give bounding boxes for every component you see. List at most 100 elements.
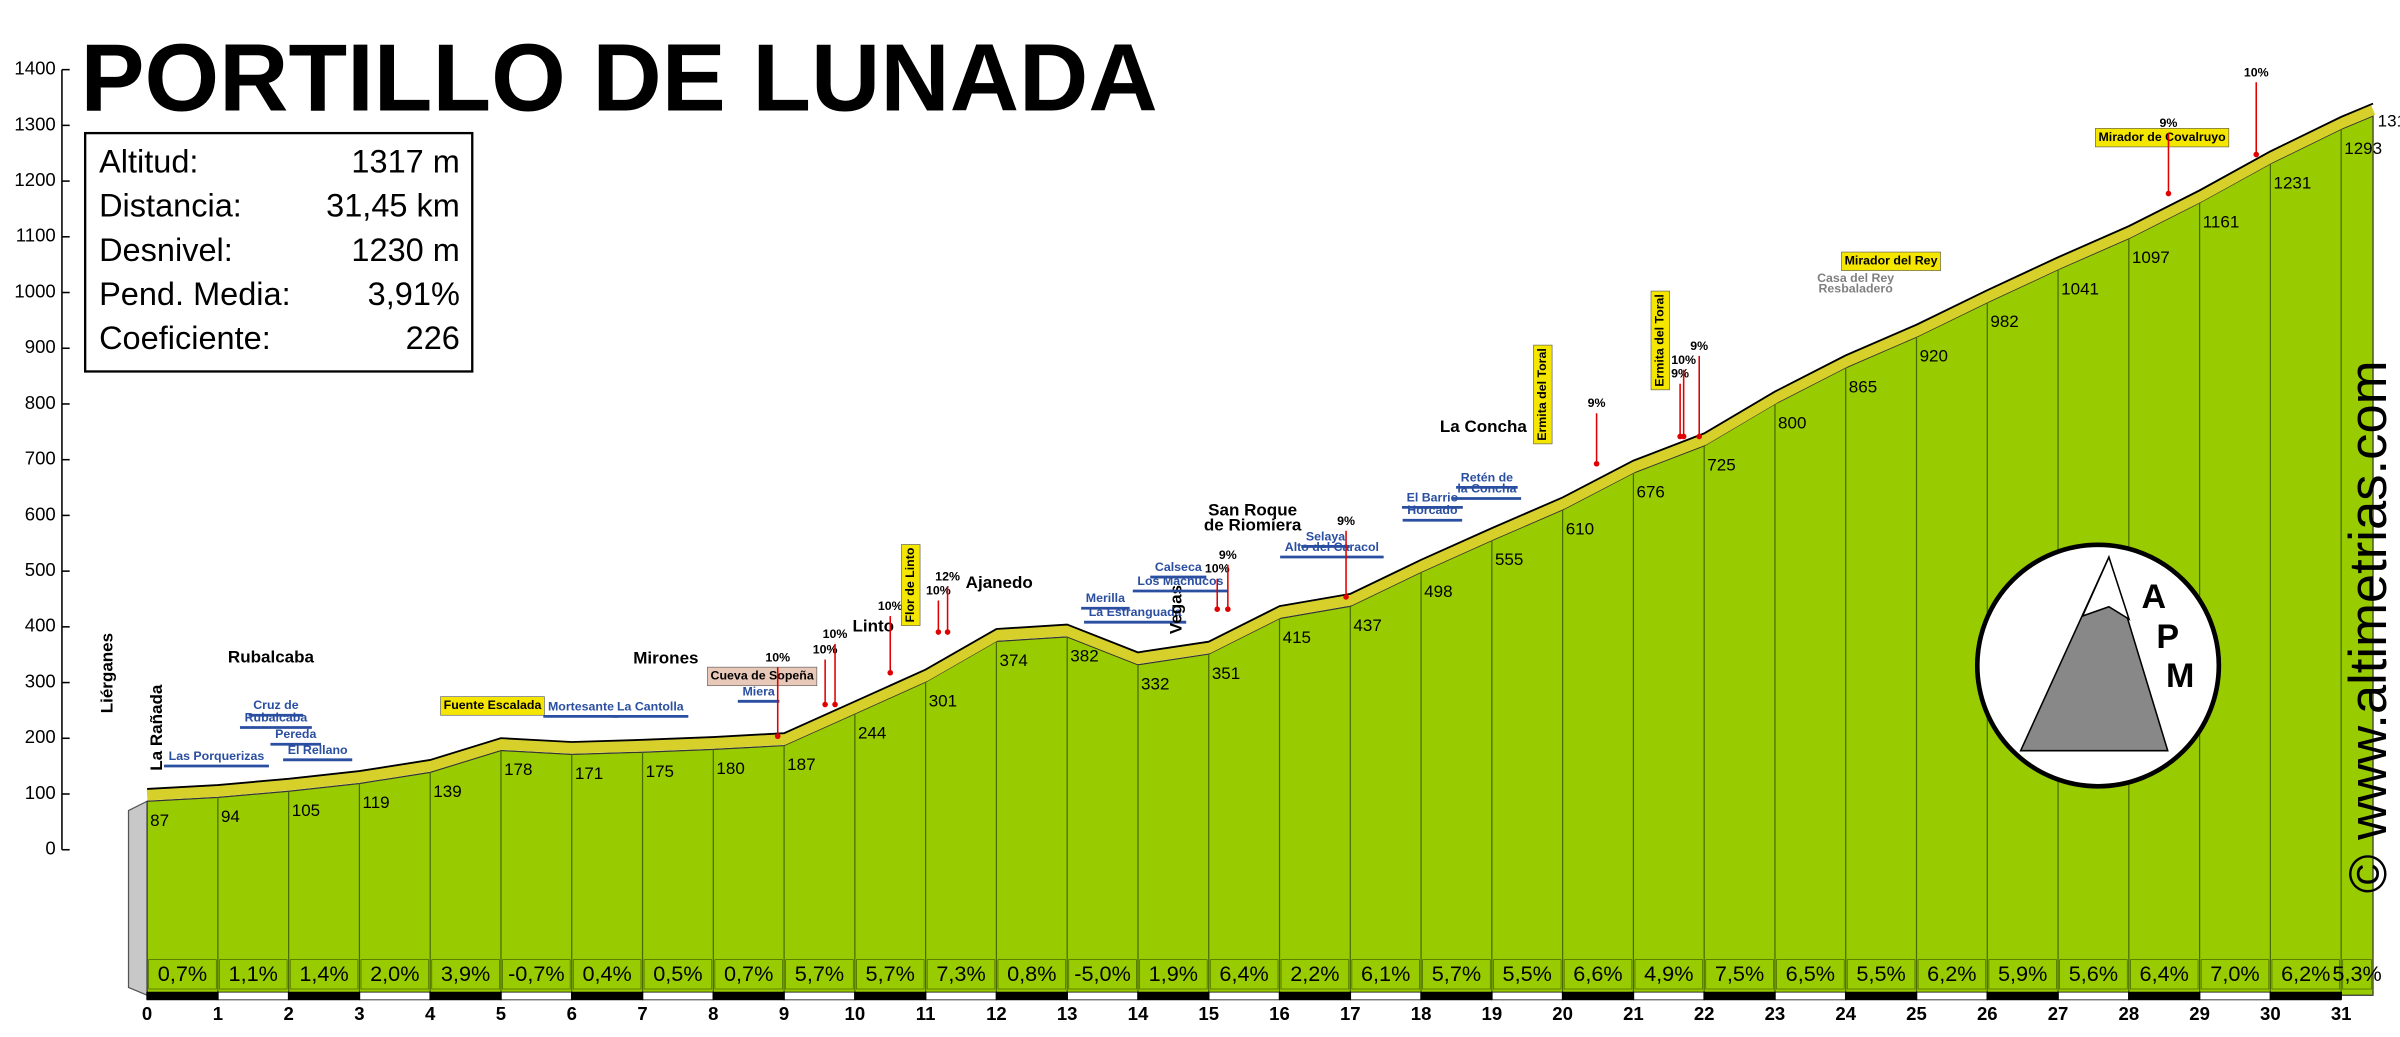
- gradient-box: [219, 959, 288, 990]
- gradient-box: [1351, 959, 1420, 990]
- y-tick-label: 1000: [14, 280, 55, 301]
- km-bar: [854, 991, 927, 1001]
- x-tick-label: 6: [567, 1003, 577, 1024]
- km-bar: [1279, 991, 1351, 1001]
- x-tick-label: 13: [1057, 1003, 1078, 1024]
- gradient-box: [1776, 959, 1845, 990]
- gradient-label: 2,0%: [370, 961, 419, 986]
- annotation: 10%: [823, 627, 848, 641]
- annotation: Flor de Linto: [901, 544, 921, 626]
- km-bar: [1703, 991, 1776, 1001]
- profile-side: [127, 800, 148, 997]
- km-bar: [429, 991, 502, 1001]
- annotation: La Estranguada: [1084, 605, 1187, 624]
- gradient-box: [1988, 959, 2057, 990]
- gradient-pin-dot: [887, 669, 894, 676]
- altitude-label: 94: [221, 807, 240, 826]
- info-box: [84, 131, 474, 373]
- gradient-label: 1,9%: [1149, 961, 1198, 986]
- altitude-label: 1161: [2203, 212, 2240, 231]
- gradient-box: [643, 959, 713, 990]
- altitude-label: 187: [787, 755, 815, 774]
- annotation: de Riomiera: [1204, 515, 1302, 534]
- gradient-box: [148, 959, 217, 990]
- gradient-pin-dot: [935, 629, 942, 635]
- x-tick-label: 22: [1694, 1003, 1715, 1024]
- x-tick-label: 26: [1977, 1003, 1998, 1024]
- annotation-label: Rubalcaba: [245, 710, 308, 724]
- gradient-label: 5,6%: [2069, 961, 2118, 986]
- y-tick-label: 700: [25, 448, 56, 469]
- gradient-pin-dot: [1214, 606, 1221, 612]
- km-bar: [288, 991, 360, 1001]
- gradient-label: -5,0%: [1074, 961, 1131, 986]
- gradient-box: [1139, 959, 1208, 990]
- km-bar: [1137, 991, 1210, 1001]
- annotation-label: Mirones: [633, 649, 698, 668]
- gradient-pin-dot: [1593, 460, 1600, 467]
- annotation-label: Ajanedo: [966, 573, 1033, 592]
- annotation-label: Fuente Escalada: [444, 698, 542, 712]
- gradient-label: 0,5%: [653, 961, 702, 986]
- y-tick-label: 400: [25, 615, 56, 636]
- altitude-label: 800: [1778, 414, 1806, 433]
- annotation: 9%: [1219, 548, 1237, 562]
- altitude-label: 498: [1424, 582, 1452, 601]
- gradient-pin-dot: [1696, 433, 1703, 440]
- altitude-label: 178: [504, 760, 532, 779]
- x-tick-label: 21: [1623, 1003, 1644, 1024]
- km-bar: [712, 991, 785, 1001]
- y-tick-label: 1200: [14, 169, 55, 190]
- annotation-bg: [901, 544, 921, 626]
- gradient-label: 7,3%: [936, 961, 985, 986]
- gradient-box: [997, 959, 1067, 990]
- gradient-pin-dot: [1343, 594, 1349, 600]
- logo-snow: [2081, 555, 2131, 621]
- annotation: Casa del Rey: [1817, 271, 1894, 285]
- annotation-label: Mirador de Covalruyo: [2098, 130, 2226, 144]
- altitude-label: 865: [1849, 377, 1877, 396]
- gradient-box: [926, 959, 996, 990]
- x-tick-label: 3: [354, 1003, 364, 1024]
- km-bar: [1562, 991, 1634, 1001]
- annotation: la Concha: [1452, 481, 1522, 500]
- gradient-label: 6,4%: [2140, 961, 2189, 986]
- gradient-label: 6,2%: [1927, 961, 1976, 986]
- annotation-label: 10%: [813, 643, 838, 657]
- info-value: 1230 m: [351, 232, 459, 268]
- annotation: 10%: [926, 583, 951, 597]
- km-bar: [146, 991, 219, 1001]
- annotation-bg: [2095, 128, 2230, 148]
- annotation-label: 9%: [1219, 548, 1237, 562]
- x-tick-label: 30: [2260, 1003, 2281, 1024]
- annotation: Fuente Escalada: [440, 696, 545, 716]
- annotation-label: la Concha: [1457, 481, 1516, 495]
- km-bar: [642, 991, 714, 1001]
- annotation-label: 12%: [935, 570, 960, 584]
- gradient-label: 7,5%: [1715, 961, 1764, 986]
- annotation: Alto del Caracol: [1280, 540, 1384, 559]
- annotation-label: 9%: [1588, 396, 1606, 410]
- km-bar: [1208, 991, 1280, 1001]
- gradient-label: 1,4%: [299, 961, 348, 986]
- gradient-box: [1280, 959, 1350, 990]
- annotation-label: Ermita del Toral: [1535, 348, 1549, 441]
- km-bar: [2057, 991, 2130, 1001]
- x-tick-label: 20: [1552, 1003, 1573, 1024]
- altitude-label: 1041: [2061, 279, 2099, 298]
- altitude-label: 1097: [2132, 248, 2170, 267]
- gradient-label: 5,7%: [866, 961, 915, 986]
- annotation: 10%: [1205, 562, 1230, 576]
- altitude-label: 555: [1495, 550, 1523, 569]
- gradient-box: [2342, 959, 2372, 990]
- info-label: Coeficiente:: [99, 320, 271, 356]
- km-bar: [2199, 991, 2271, 1001]
- gradient-box: [1563, 959, 1633, 990]
- altitude-label: 1317: [2378, 112, 2400, 131]
- altitude-label: 920: [1920, 347, 1948, 366]
- km-bar: [1633, 991, 1705, 1001]
- km-bar: [1420, 991, 1493, 1001]
- altitude-label: 105: [292, 801, 320, 820]
- annotation-label: Liérganes: [98, 633, 117, 713]
- x-tick-label: 10: [845, 1003, 866, 1024]
